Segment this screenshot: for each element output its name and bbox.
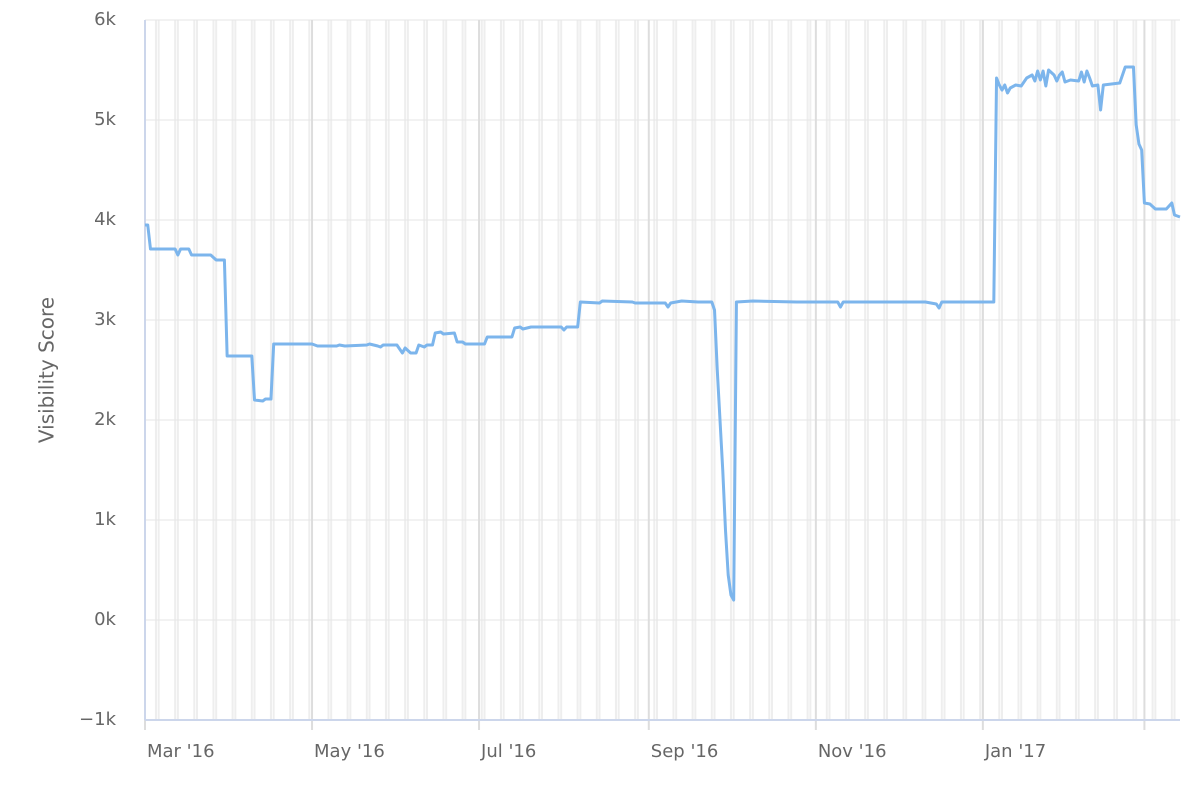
y-tick-label: 0k [94,609,116,630]
y-tick-label: 4k [94,209,116,230]
x-tick-label: Jan '17 [984,741,1046,762]
y-tick-label: 6k [94,9,116,30]
line [145,65,1181,602]
y-tick-label: 2k [94,409,116,430]
x-tick-label: Mar '16 [147,741,215,762]
y-tick-label: 3k [94,309,116,330]
y-axis-label: Visibility Score [35,297,59,443]
y-tick-label: 1k [94,509,116,530]
y-tick-label: 5k [94,109,116,130]
x-tick-label: May '16 [314,741,385,762]
x-tick-label: Nov '16 [818,741,887,762]
y-tick-label: −1k [79,709,117,730]
x-tick-label: Jul '16 [480,741,536,762]
x-tick-label: Sep '16 [651,741,719,762]
